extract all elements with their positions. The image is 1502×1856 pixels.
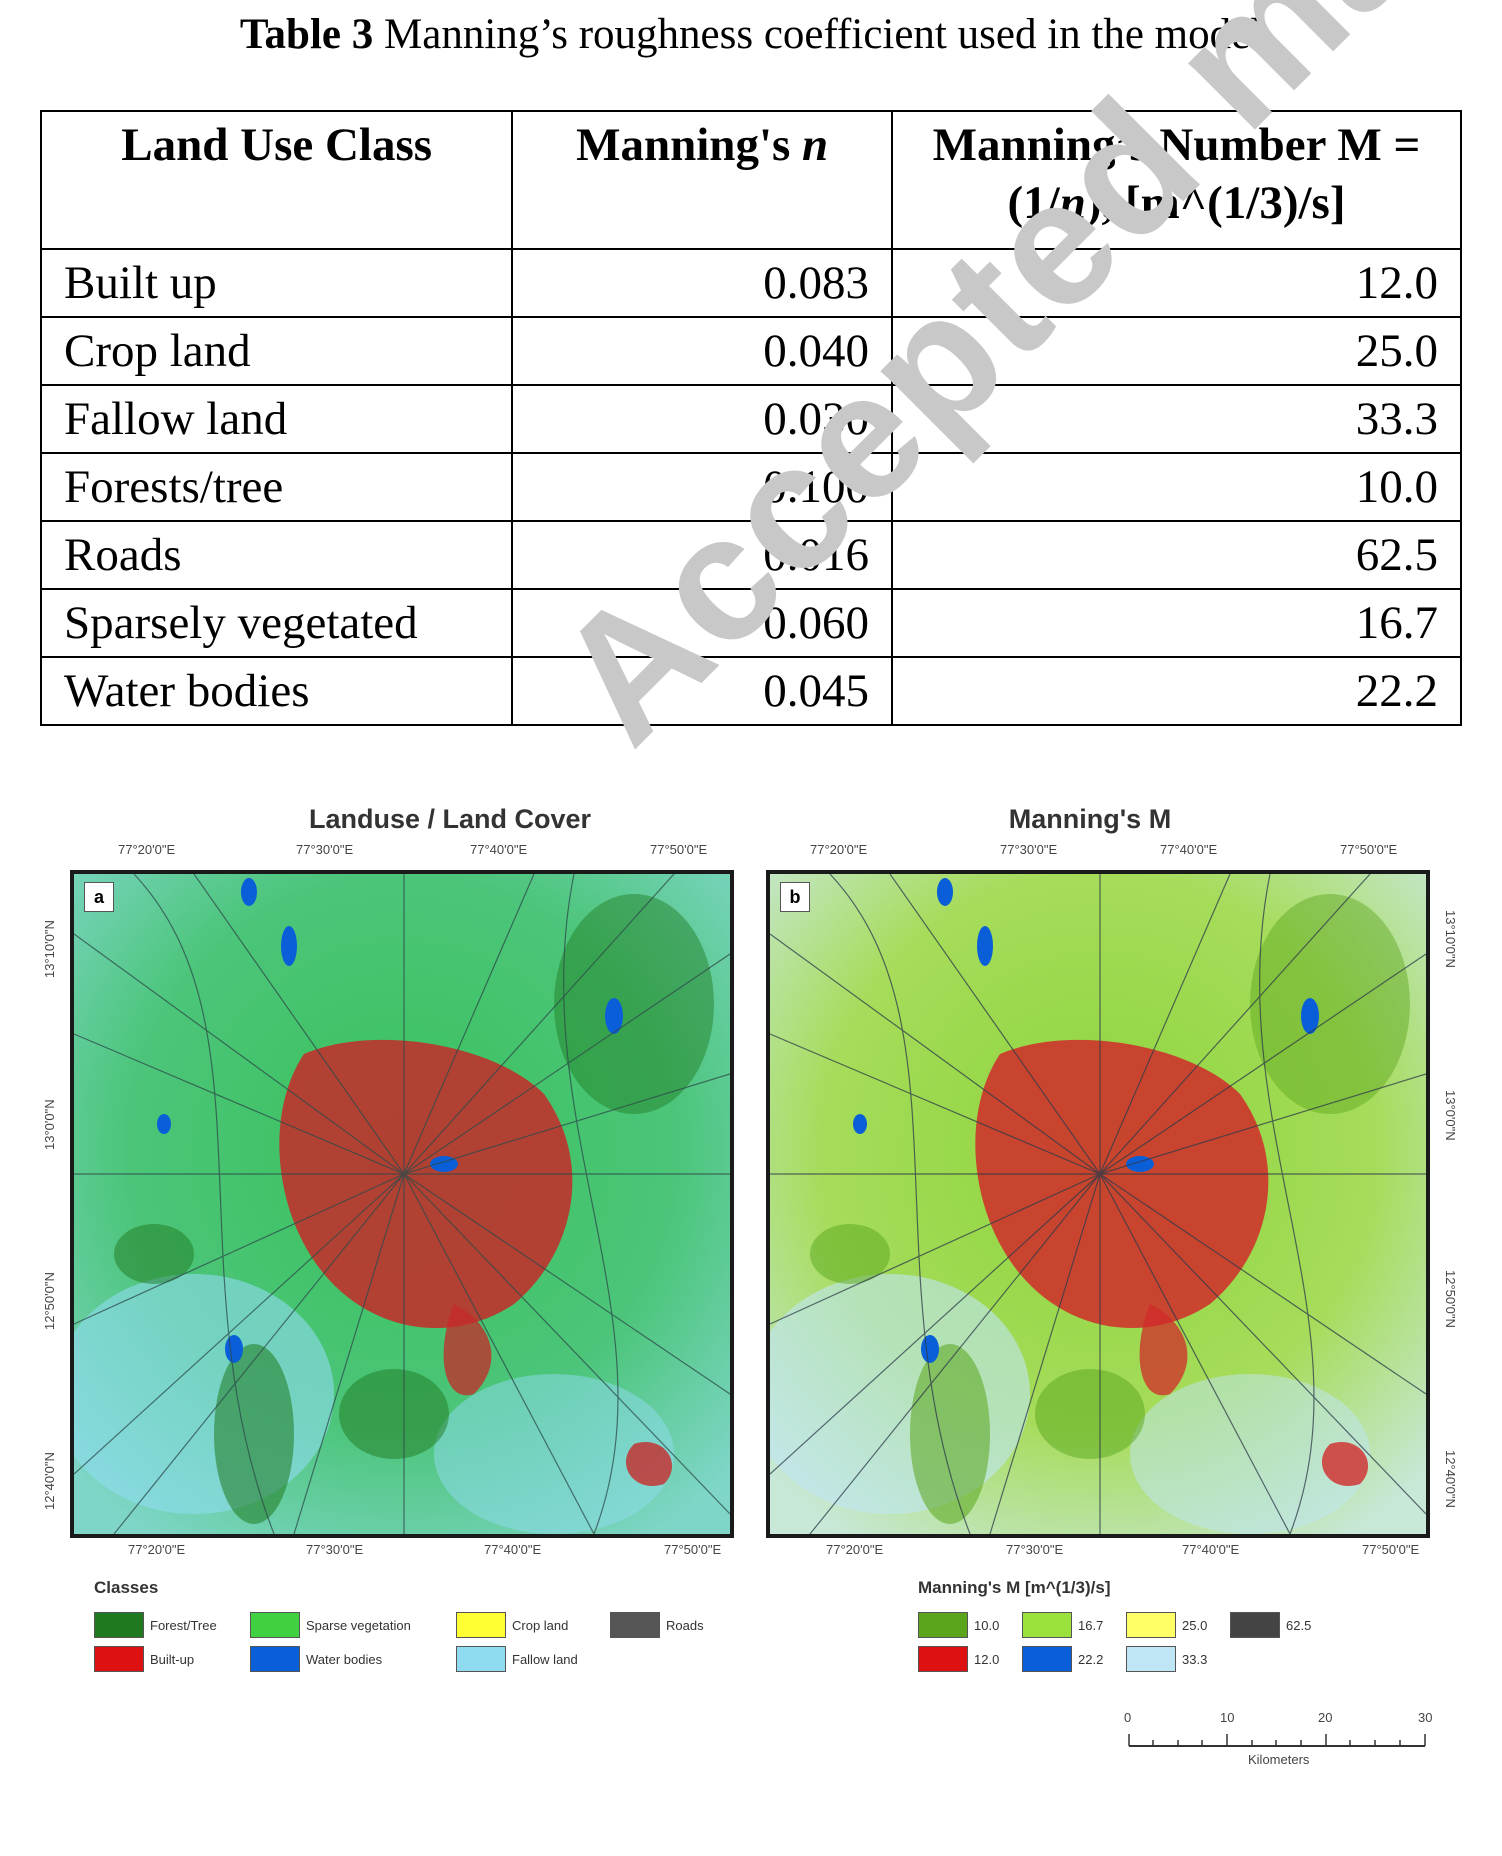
- legend-swatch: [250, 1612, 300, 1638]
- lat-tick-right: 12°40'0"N: [1443, 1450, 1458, 1508]
- lon-tick-bottom: 77°40'0"E: [1182, 1542, 1240, 1557]
- lon-tick-top: 77°50'0"E: [650, 842, 708, 857]
- scale-unit: Kilometers: [1248, 1752, 1310, 1767]
- legend-swatch: [1126, 1646, 1176, 1672]
- legend-swatch: [456, 1646, 506, 1672]
- manning-table: Land Use Class Manning's n Manning’s Num…: [39, 110, 1463, 726]
- lat-tick-right: 13°0'0"N: [1443, 1090, 1458, 1141]
- scale-tick-label: 0: [1124, 1710, 1132, 1725]
- table-caption: Table 3 Manning’s roughness coefficient …: [0, 10, 1502, 59]
- lat-tick-left: 12°50'0"N: [42, 1272, 57, 1330]
- scale-bar: 0 10 20 30 Kilometers: [1124, 1710, 1432, 1770]
- legend-swatch: [918, 1612, 968, 1638]
- legend-a-item: Sparse vegetation: [250, 1612, 411, 1638]
- legend-b-item: 62.5: [1230, 1612, 1311, 1638]
- legend-swatch: [1230, 1612, 1280, 1638]
- map-a: a: [70, 870, 734, 1538]
- legend-b-item: 33.3: [1126, 1646, 1207, 1672]
- caption-text: Manning’s roughness coefficient used in …: [384, 11, 1263, 58]
- lon-tick-bottom: 77°20'0"E: [826, 1542, 884, 1557]
- table-row: Built up 0.083 12.0: [39, 248, 1463, 318]
- map-b-raster: [770, 874, 1426, 1534]
- figure: Landuse / Land Cover Manning's M 77°20'0…: [0, 790, 1502, 1790]
- legend-swatch: [94, 1612, 144, 1638]
- legend-swatch: [1022, 1646, 1072, 1672]
- header-mannings-n: Manning's n: [511, 110, 893, 250]
- table-row: Sparsely vegetated 0.060 16.7: [39, 588, 1463, 658]
- lon-tick-top: 77°40'0"E: [1160, 842, 1218, 857]
- panel-label-a: a: [84, 882, 114, 912]
- legend-swatch: [1022, 1612, 1072, 1638]
- lon-tick-bottom: 77°30'0"E: [1006, 1542, 1064, 1557]
- scale-tick-label: 20: [1318, 1710, 1333, 1725]
- scale-bar-graphic: [1128, 1734, 1426, 1747]
- legend-b-item: 10.0: [918, 1612, 999, 1638]
- lon-tick-bottom: 77°30'0"E: [306, 1542, 364, 1557]
- legend-swatch: [456, 1612, 506, 1638]
- legend-b-item: 22.2: [1022, 1646, 1103, 1672]
- lon-tick-top: 77°20'0"E: [118, 842, 176, 857]
- map-b-title: Manning's M: [1008, 804, 1172, 834]
- lon-tick-top: 77°40'0"E: [470, 842, 528, 857]
- lon-tick-top: 77°50'0"E: [1340, 842, 1398, 857]
- lat-tick-right: 12°50'0"N: [1443, 1270, 1458, 1328]
- map-a-raster: [74, 874, 730, 1534]
- table-row: Water bodies 0.045 22.2: [39, 656, 1463, 726]
- lon-tick-bottom: 77°20'0"E: [128, 1542, 186, 1557]
- legend-a-item: Forest/Tree: [94, 1612, 217, 1638]
- table-row: Forests/tree 0.100 10.0: [39, 452, 1463, 522]
- header-mannings-number: Manning’s Number M = (1/n), [m^(1/3)/s]: [890, 110, 1463, 250]
- table-row: Roads 0.016 62.5: [39, 520, 1463, 590]
- lat-tick-left: 13°0'0"N: [42, 1099, 57, 1150]
- table-row: Crop land 0.040 25.0: [39, 316, 1463, 386]
- map-a-title: Landuse / Land Cover: [308, 804, 592, 834]
- table-header-row: Land Use Class Manning's n Manning’s Num…: [39, 110, 1463, 250]
- legend-a-item: Crop land: [456, 1612, 568, 1638]
- legend-a-item: Roads: [610, 1612, 704, 1638]
- panel-label-b: b: [780, 882, 810, 912]
- lon-tick-bottom: 77°40'0"E: [484, 1542, 542, 1557]
- legend-b-item: 16.7: [1022, 1612, 1103, 1638]
- legend-a-item: Built-up: [94, 1646, 194, 1672]
- legend-swatch: [1126, 1612, 1176, 1638]
- lon-tick-top: 77°20'0"E: [810, 842, 868, 857]
- legend-a-item: Fallow land: [456, 1646, 578, 1672]
- table-row: Fallow land 0.030 33.3: [39, 384, 1463, 454]
- lat-tick-right: 13°10'0"N: [1443, 910, 1458, 968]
- header-land-use-class: Land Use Class: [39, 110, 514, 250]
- legend-b-item: 12.0: [918, 1646, 999, 1672]
- lon-tick-bottom: 77°50'0"E: [664, 1542, 722, 1557]
- legend-swatch: [94, 1646, 144, 1672]
- legend-swatch: [250, 1646, 300, 1672]
- lon-tick-top: 77°30'0"E: [1000, 842, 1058, 857]
- legend-swatch: [918, 1646, 968, 1672]
- lon-tick-bottom: 77°50'0"E: [1362, 1542, 1420, 1557]
- lat-tick-left: 13°10'0"N: [42, 920, 57, 978]
- lon-tick-top: 77°30'0"E: [296, 842, 354, 857]
- scale-tick-label: 30: [1418, 1710, 1433, 1725]
- legend-b-item: 25.0: [1126, 1612, 1207, 1638]
- legend-a-title: Classes: [94, 1578, 159, 1597]
- scale-tick-label: 10: [1220, 1710, 1235, 1725]
- caption-label: Table 3: [239, 11, 374, 58]
- legend-a-item: Water bodies: [250, 1646, 382, 1672]
- lat-tick-left: 12°40'0"N: [42, 1452, 57, 1510]
- map-b: b: [766, 870, 1430, 1538]
- legend-swatch: [610, 1612, 660, 1638]
- legend-b-title: Manning's M [m^(1/3)/s]: [918, 1578, 1111, 1597]
